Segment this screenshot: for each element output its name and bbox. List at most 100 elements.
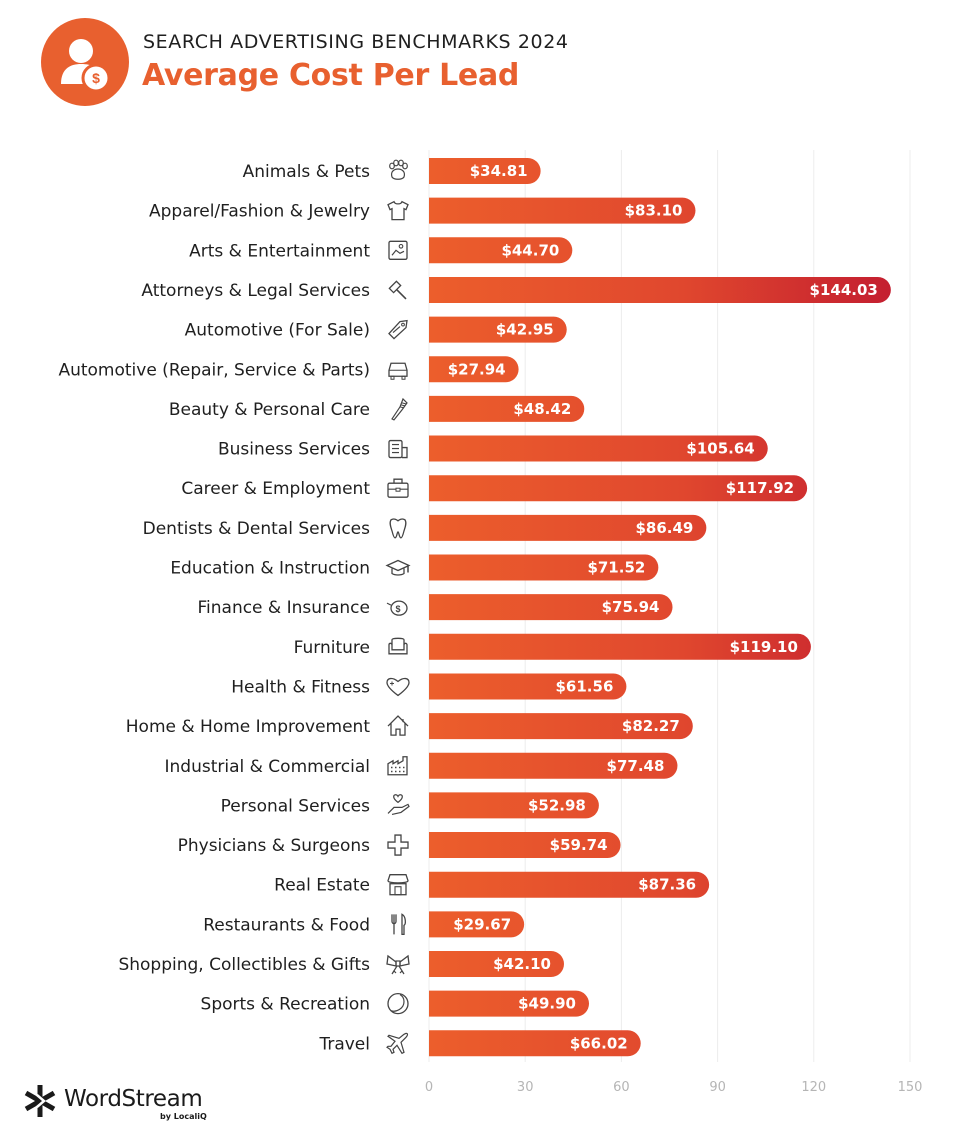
- category-label: Arts & Entertainment: [189, 241, 370, 261]
- bar: [429, 990, 590, 1017]
- chart-subtitle: SEARCH ADVERTISING BENCHMARKS 2024: [143, 31, 569, 53]
- bar: [429, 237, 573, 264]
- bar-value-label: $29.67: [453, 915, 511, 933]
- x-tick-label: 90: [709, 1080, 726, 1095]
- fork-knife-icon: [391, 913, 406, 935]
- medical-cross-icon: [387, 834, 409, 856]
- svg-text:$: $: [92, 70, 100, 86]
- category-labels: Animals & Pets Apparel/Fashion & Jewelry A…: [58, 162, 370, 1054]
- bar-value-label: $75.94: [602, 598, 660, 616]
- bar-value-label: $82.27: [622, 717, 680, 735]
- bar: [429, 435, 768, 462]
- bar-value-label: $61.56: [556, 677, 614, 695]
- category-label: Finance & Insurance: [197, 598, 370, 618]
- heart-plus-icon: [386, 677, 410, 697]
- hand-heart-icon: [387, 794, 410, 815]
- chart-title: Average Cost Per Lead: [142, 58, 520, 93]
- bar: [429, 871, 710, 898]
- category-label: Sports & Recreation: [201, 995, 370, 1015]
- paw-icon: [389, 159, 408, 180]
- picture-icon: [388, 240, 408, 260]
- bow-icon: [386, 954, 410, 975]
- category-label: Personal Services: [221, 796, 370, 816]
- bar: [429, 356, 519, 383]
- bar: [429, 1030, 641, 1057]
- bar-value-label: $87.36: [638, 876, 696, 894]
- bar-value-label: $71.52: [587, 559, 645, 577]
- category-label: Education & Instruction: [170, 559, 370, 579]
- x-tick-label: 150: [898, 1080, 923, 1095]
- category-label: Apparel/Fashion & Jewelry: [149, 202, 370, 222]
- brand-byline: by LocaliQ: [160, 1112, 207, 1121]
- ball-icon: [387, 993, 409, 1015]
- category-label: Attorneys & Legal Services: [141, 281, 370, 301]
- svg-text:$: $: [395, 604, 400, 614]
- tooth-icon: [389, 518, 407, 539]
- category-label: Industrial & Commercial: [165, 757, 370, 777]
- piggy-bank-icon: $: [386, 600, 408, 616]
- factory-icon: [387, 756, 408, 776]
- category-label: Home & Home Improvement: [126, 717, 371, 737]
- wordstream-asterisk-icon: [24, 1085, 56, 1117]
- bar: [429, 554, 659, 581]
- bar: [429, 633, 811, 660]
- category-label: Business Services: [218, 440, 370, 460]
- x-tick-label: 60: [613, 1080, 630, 1095]
- x-tick-label: 30: [517, 1080, 534, 1095]
- bar-value-label: $86.49: [635, 519, 693, 537]
- bar: [429, 792, 599, 819]
- category-label: Automotive (Repair, Service & Parts): [58, 360, 370, 380]
- bar-value-label: $44.70: [501, 241, 559, 259]
- bar-value-label: $59.74: [550, 836, 608, 854]
- tshirt-icon: [387, 200, 409, 221]
- category-label: Health & Fitness: [231, 677, 370, 697]
- category-label: Animals & Pets: [243, 162, 371, 182]
- category-label: Furniture: [294, 638, 370, 658]
- bar-value-label: $52.98: [528, 796, 586, 814]
- bar: [429, 673, 627, 700]
- bar: [429, 951, 565, 977]
- bar: [429, 475, 808, 502]
- comb-icon: [391, 397, 408, 421]
- bar: [429, 832, 621, 859]
- bar: [429, 197, 696, 224]
- bar: [429, 713, 693, 740]
- price-tag-icon: [388, 319, 408, 340]
- bar: [429, 514, 707, 541]
- x-axis-ticks: 0 30 60 90 120 150: [425, 1080, 923, 1095]
- bar-value-label: $49.90: [518, 995, 576, 1013]
- gavel-icon: [388, 280, 407, 300]
- bar: [429, 395, 585, 422]
- bar-value-label: $119.10: [730, 638, 798, 656]
- x-tick-label: 120: [801, 1080, 826, 1095]
- category-label: Physicians & Surgeons: [178, 836, 371, 856]
- category-label: Career & Employment: [181, 479, 370, 499]
- car-icon: [388, 362, 408, 380]
- bar-value-label: $42.95: [496, 321, 554, 339]
- bar: [429, 594, 673, 621]
- bar-value-label: $105.64: [686, 440, 754, 458]
- bar-value-label: $27.94: [448, 360, 506, 378]
- category-label: Shopping, Collectibles & Gifts: [118, 955, 370, 975]
- bar-value-label: $144.03: [810, 281, 878, 299]
- category-label: Travel: [318, 1034, 370, 1054]
- armchair-icon: [388, 637, 408, 655]
- document-icon: [388, 439, 408, 459]
- bar: [429, 276, 891, 303]
- bar-value-label: $83.10: [625, 202, 683, 220]
- bar-value-label: $117.92: [726, 479, 794, 497]
- storefront-icon: [387, 874, 409, 896]
- x-tick-label: 0: [425, 1080, 433, 1095]
- bar: [429, 158, 541, 184]
- category-label: Automotive (For Sale): [185, 321, 370, 341]
- briefcase-icon: [387, 478, 409, 498]
- category-label: Dentists & Dental Services: [143, 519, 371, 539]
- category-label: Real Estate: [274, 876, 370, 896]
- airplane-icon: [386, 1032, 409, 1055]
- category-label: Restaurants & Food: [203, 915, 370, 935]
- house-icon: [387, 715, 409, 736]
- bar: [429, 752, 678, 779]
- bars: $34.81 $83.10 $44.70 $144.03 $42.95 $27.94 $48…: [429, 158, 891, 1057]
- graduation-cap-icon: [385, 559, 411, 576]
